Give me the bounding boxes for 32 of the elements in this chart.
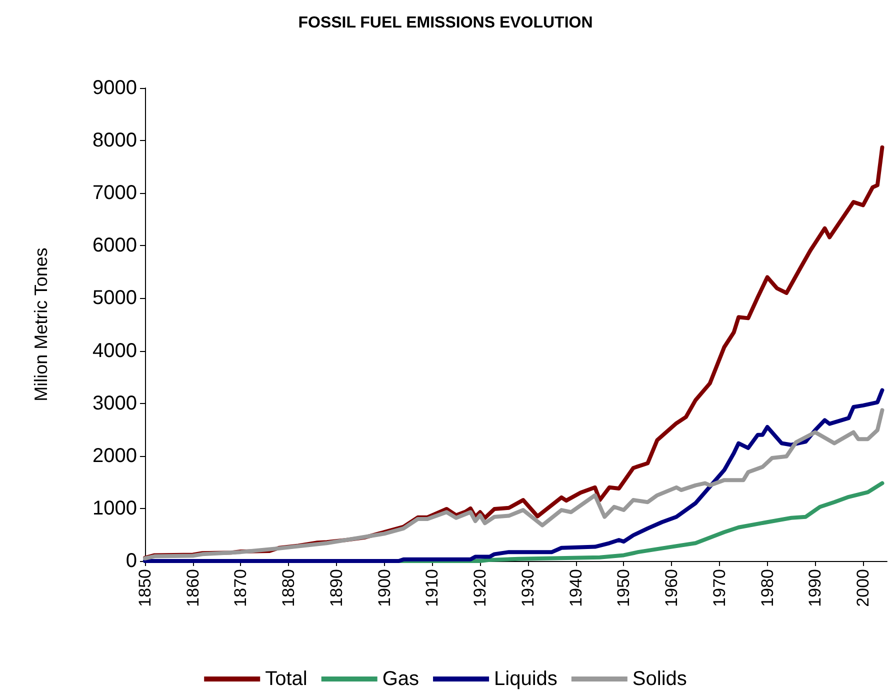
- legend-label: Gas: [382, 668, 420, 690]
- x-tick-label: 1990: [806, 569, 825, 607]
- x-tick-label: 1880: [279, 569, 298, 607]
- y-tick-label: 0: [126, 550, 137, 572]
- legend-label: Solids: [632, 668, 687, 690]
- x-tick-label: 1980: [758, 569, 777, 607]
- y-tick-label: 6000: [92, 234, 137, 257]
- x-tick-label: 1970: [710, 569, 729, 607]
- y-tick-label: 5000: [92, 287, 137, 310]
- y-tick-label: 3000: [92, 392, 137, 414]
- y-axis-title: Milion Metric Tones: [31, 248, 51, 402]
- y-tick-label: 2000: [92, 444, 137, 467]
- x-tick-label: 1930: [518, 569, 538, 607]
- x-tick-label: 1950: [614, 569, 634, 607]
- legend-label: Liquids: [494, 668, 558, 690]
- x-tick-label: 1890: [326, 569, 346, 607]
- x-tick-label: 1940: [566, 569, 586, 607]
- y-tick-label: 9000: [92, 77, 137, 99]
- x-tick-label: 1850: [136, 569, 154, 607]
- y-tick-label: 1000: [92, 497, 137, 520]
- x-tick-label: 1910: [422, 569, 442, 607]
- y-tick-label: 8000: [92, 130, 137, 152]
- x-tick-label: 1860: [183, 569, 202, 607]
- y-tick-label: 7000: [92, 182, 137, 204]
- x-tick-label: 2000: [854, 569, 873, 607]
- x-tick-label: 1920: [470, 569, 490, 607]
- legend-label: Total: [265, 668, 308, 690]
- chart-title: FOSSIL FUEL EMISSIONS EVOLUTION: [298, 14, 593, 32]
- x-tick-label: 1870: [231, 569, 250, 607]
- y-tick-label: 4000: [92, 340, 137, 362]
- x-tick-label: 1900: [374, 569, 394, 607]
- x-tick-label: 1960: [662, 569, 682, 607]
